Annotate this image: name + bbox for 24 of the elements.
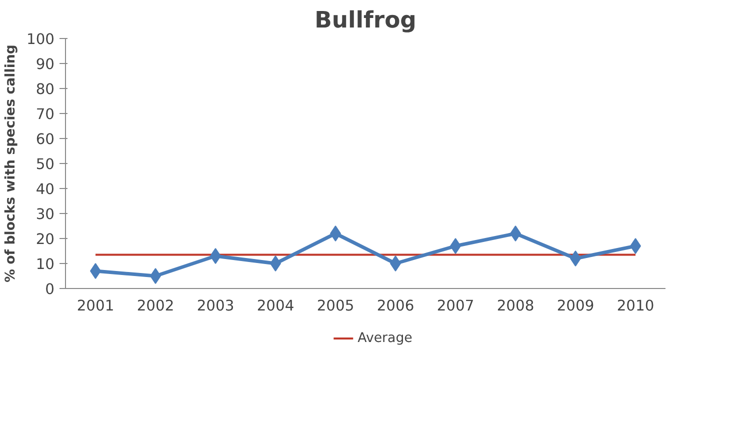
y-tick-label: 10 [36, 256, 55, 273]
y-tick-label: 90 [36, 56, 55, 73]
chart-title: Bullfrog [314, 8, 416, 34]
x-tick-label: 2009 [556, 298, 594, 314]
y-tick-label: 70 [36, 106, 55, 123]
y-tick-label: 60 [36, 131, 55, 148]
y-tick-label: 40 [36, 181, 55, 198]
y-tick-label: 80 [36, 81, 55, 98]
x-tick-label: 2001 [76, 298, 114, 314]
y-axis-title: % of blocks with species calling [4, 44, 19, 282]
x-tick-label: 2005 [316, 298, 354, 314]
x-tick-label: 2006 [376, 298, 414, 314]
x-tick-label: 2004 [256, 298, 294, 314]
y-tick-label: 50 [36, 156, 55, 173]
x-tick-label: 2010 [616, 298, 654, 314]
x-tick-label: 2008 [496, 298, 534, 314]
y-tick-label: 0 [45, 281, 55, 298]
x-tick-label: 2007 [436, 298, 474, 314]
y-tick-label: 20 [36, 231, 55, 248]
legend-label: Average [358, 330, 412, 346]
x-tick-label: 2003 [196, 298, 234, 314]
y-tick-label: 100 [26, 31, 55, 48]
y-tick-label: 30 [36, 206, 55, 223]
x-tick-label: 2002 [136, 298, 174, 314]
